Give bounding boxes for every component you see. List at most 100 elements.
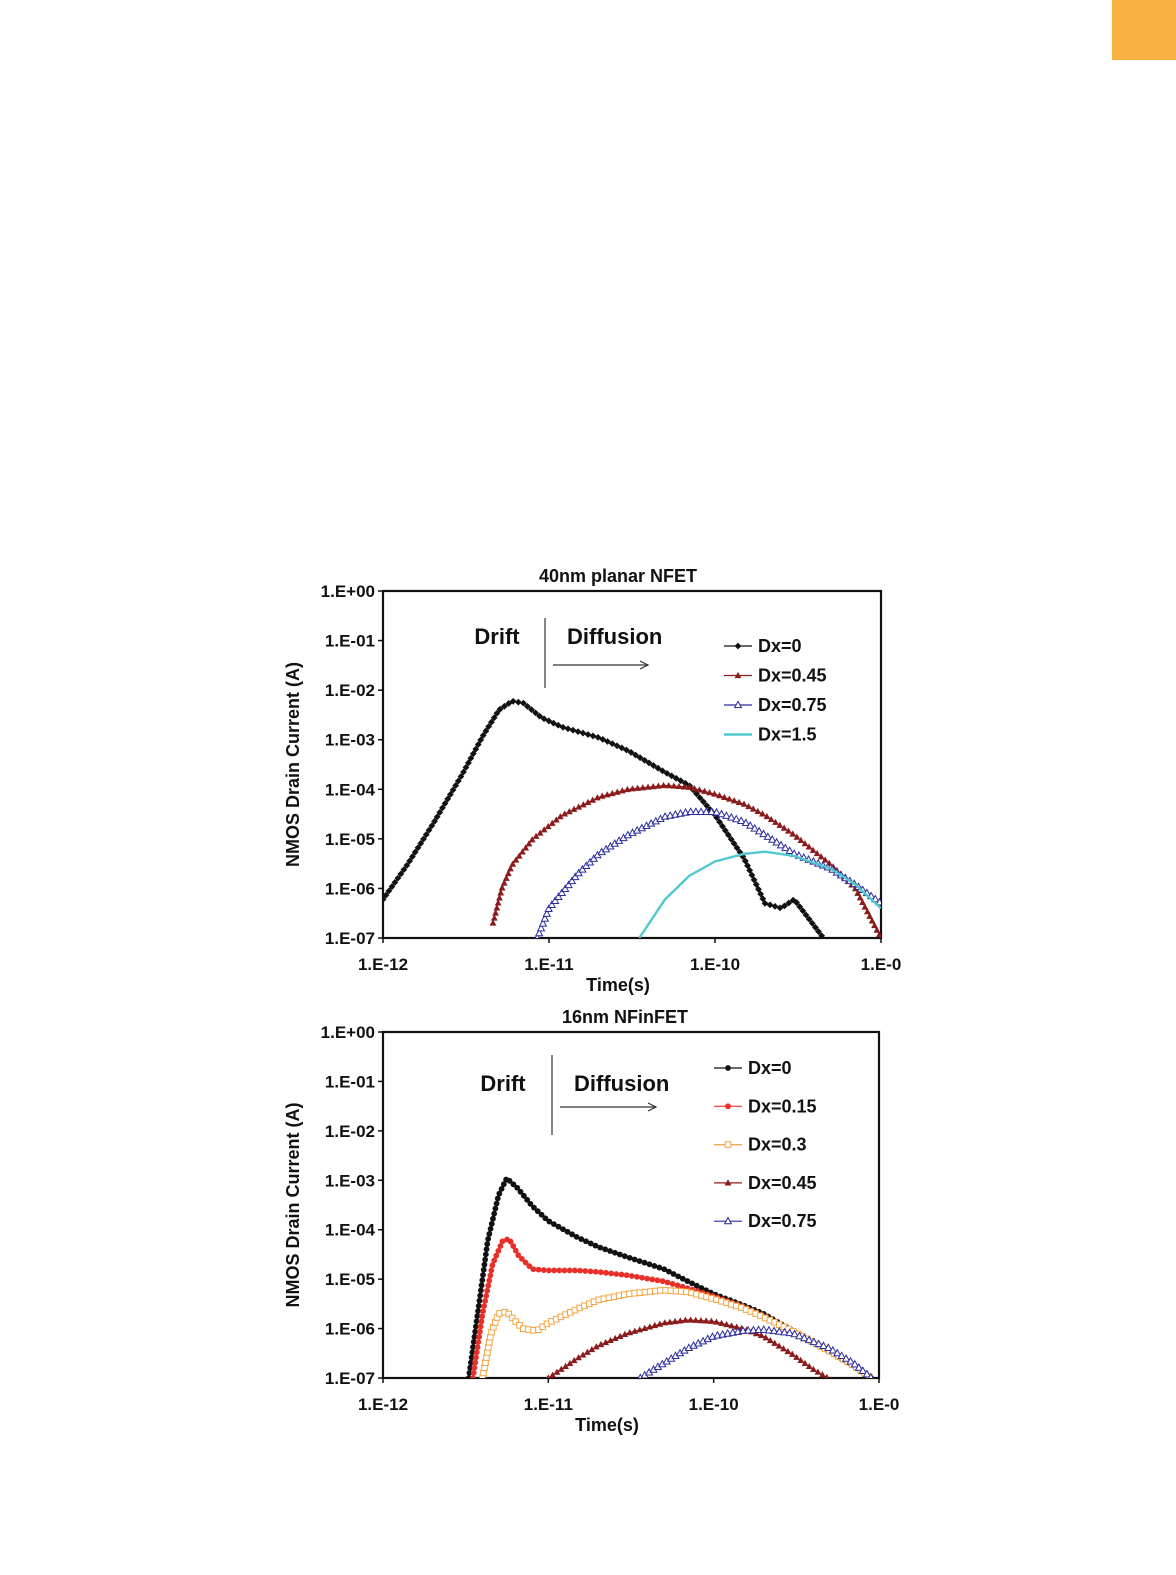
series-dx-0-point [383, 891, 390, 899]
series-dx-0-45-point [592, 1343, 600, 1350]
series-dx-0-point [420, 835, 427, 843]
series-dx-0-point [608, 740, 616, 748]
legend-dx-0-label: Dx=0 [758, 636, 802, 656]
series-dx-0-45-point [618, 787, 626, 794]
series-dx-0-45-point [784, 1347, 792, 1355]
series-dx-0-point [616, 1251, 623, 1258]
series-dx-0-45-point [749, 805, 757, 812]
series-dx-0-point [759, 895, 767, 903]
page-corner-tab [1112, 0, 1176, 60]
series-dx-0-point [479, 1277, 486, 1284]
series-dx-0-point [727, 835, 735, 843]
series-dx-0-45-point [801, 840, 809, 847]
series-dx-0-45-point [528, 836, 536, 843]
series-dx-0-point [623, 746, 630, 754]
series-dx-0-point [470, 1344, 476, 1350]
series-dx-0-45-point [762, 1334, 770, 1341]
legend-dx-0-75-label: Dx=0.75 [748, 1211, 817, 1231]
series-dx-0-15-point [526, 1263, 533, 1270]
series-dx-0-15-point [480, 1308, 486, 1315]
legend-dx-0-45-marker [724, 1179, 732, 1186]
x-tick-label: 1.E-12 [358, 1395, 408, 1414]
series-dx-0-15-point [608, 1270, 615, 1277]
series-dx-0-75-point [804, 1335, 814, 1344]
series-dx-0-point [425, 826, 433, 834]
series-dx-0-45-point [793, 1353, 800, 1360]
series-dx-0-point [481, 1261, 488, 1268]
series-dx-0-point [385, 887, 393, 895]
chart-40nm-planar-nfet: 40nm planar NFET 1.E+00 1.E-01 1.E-02 1.E-03… [283, 566, 901, 995]
series-dx-0-45-point [832, 1379, 839, 1385]
series-dx-0-point [579, 729, 587, 737]
series-dx-0-point [587, 1240, 594, 1247]
series-dx-0-45-point [598, 792, 606, 799]
series-dx-0-75-point [754, 1325, 763, 1334]
series-dx-0-45-point [740, 800, 748, 807]
series-dx-0-point [482, 1251, 489, 1258]
series-dx-0-point [589, 732, 597, 740]
series-dx-0-point [583, 1238, 589, 1245]
series-dx-0-45-point [686, 783, 693, 790]
series-dx-0-point [818, 932, 826, 938]
series-dx-0-75-point [795, 1331, 804, 1340]
series-dx-0-point [476, 1297, 483, 1304]
series-dx-0-45-point [570, 805, 578, 812]
series-dx-0-point [397, 870, 405, 878]
series-dx-0-45-point [675, 782, 683, 790]
series-dx-0-15-point [659, 1278, 666, 1285]
series-dx-0-point [478, 1282, 485, 1289]
series-dx-0-15-point [566, 1267, 573, 1274]
series-dx-0-45-point [665, 782, 673, 789]
series-dx-0-point [473, 1318, 480, 1325]
series-dx-0-75-point [858, 1366, 868, 1375]
series-dx-0-75-point [759, 1325, 769, 1333]
series-dx-0-point [538, 1211, 545, 1218]
series-dx-0-point [433, 813, 441, 821]
series-dx-0-45-point [507, 865, 514, 872]
series-dx-0-15-point [477, 1323, 484, 1330]
series-dx-0-45-point [532, 832, 540, 839]
series-dx-0-point [748, 871, 756, 879]
series-dx-0-point [428, 822, 436, 830]
series-dx-0-point [484, 1241, 491, 1247]
series-dx-0-point [564, 1228, 571, 1235]
series-dx-0-45-point [671, 1317, 679, 1325]
series-dx-0-point [724, 831, 732, 839]
series-dx-0-point [574, 728, 582, 736]
series-dx-0-45-point [863, 908, 871, 915]
series-dx-0-15-point [587, 1268, 594, 1275]
series-dx-0-point [656, 1264, 663, 1271]
series-dx-0-45-point [500, 879, 508, 886]
series-dx-0-15-point [634, 1273, 640, 1280]
series-dx-0-point [597, 1244, 604, 1251]
series-dx-0-point [482, 1256, 489, 1263]
series-dx-0-point [482, 727, 490, 735]
series-dx-0-15-point [649, 1276, 656, 1283]
series-dx-0-point [498, 1185, 505, 1192]
series-dx-0-45-point [697, 1317, 705, 1324]
series-dx-0-point [545, 717, 553, 725]
series-dx-0-45-point [553, 1368, 561, 1375]
series-dx-0-15-point [669, 1281, 676, 1287]
series-dx-0-45-point [866, 912, 874, 919]
series-dx-0-45-point [629, 785, 636, 792]
series-dx-0-45-point [780, 824, 788, 831]
series-dx-0-15-point [571, 1267, 578, 1274]
chart-title: 40nm planar NFET [539, 566, 697, 586]
series-dx-0-15-point [474, 1344, 481, 1351]
series-dx-0-45-point [713, 1318, 720, 1325]
series-dx-0-75-point [727, 812, 736, 821]
series-dx-0-75-point [732, 814, 741, 823]
series-dx-0-point [472, 745, 480, 753]
series-dx-0-45-point [691, 785, 698, 792]
x-tick-label: 1.E-10 [689, 1395, 739, 1414]
series-dx-0-3-point [512, 1318, 520, 1325]
y-tick-label: 1.E-02 [325, 1122, 375, 1141]
series-dx-0-15-point [491, 1257, 498, 1264]
series-dx-0-point [383, 896, 387, 903]
legend-dx-0-45-marker [734, 671, 742, 679]
series-dx-0-15-point [628, 1273, 635, 1279]
series-dx-0-45-point [702, 1317, 710, 1324]
series-dx-0-75-point [571, 872, 580, 881]
series-dx-0-75-point [722, 811, 731, 819]
